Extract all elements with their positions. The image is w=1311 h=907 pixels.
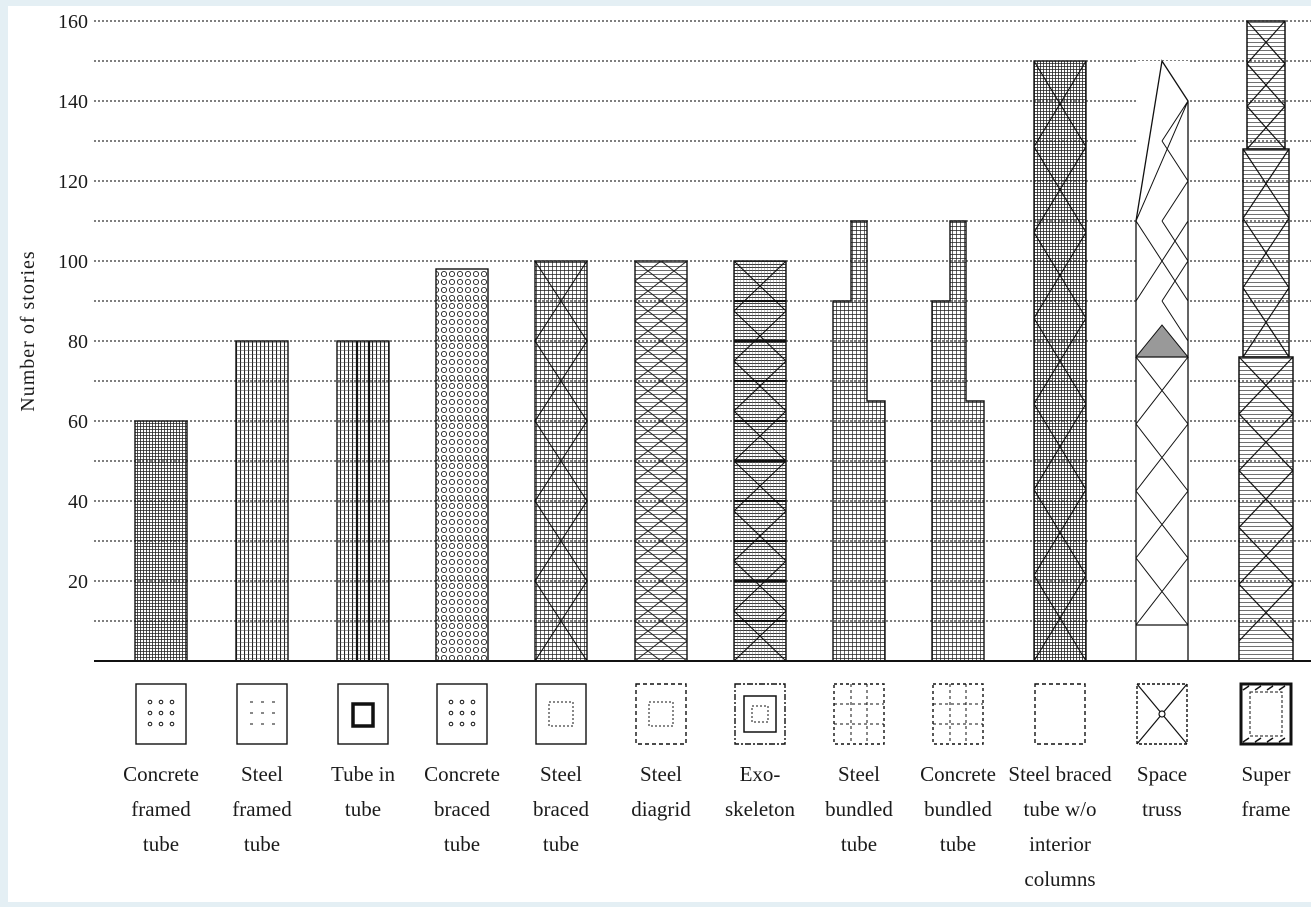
category-label: frame: [1242, 797, 1291, 821]
bar: [534, 260, 588, 662]
super-frame-plan-icon: [1239, 682, 1293, 746]
category-label: columns: [1024, 867, 1095, 891]
category-label: Space: [1137, 762, 1187, 786]
y-tick-label: 60: [68, 411, 88, 433]
category-label: Concrete: [123, 762, 199, 786]
steel-braced-no-columns-plan-icon: [1034, 683, 1086, 745]
concrete-braced-plan-icon: [436, 683, 488, 745]
y-tick-label: 160: [58, 11, 88, 33]
space-truss-plan-icon: [1136, 683, 1188, 745]
category-label: Steel: [640, 762, 682, 786]
category-label: Steel: [540, 762, 582, 786]
category-labels: Concrete framed tube Steel framed tube Tube in…: [123, 762, 1290, 891]
category-label: Steel: [838, 762, 880, 786]
category-label: bundled: [924, 797, 992, 821]
category-label: Steel braced: [1008, 762, 1112, 786]
category-label: Steel: [241, 762, 283, 786]
category-label: interior: [1029, 832, 1091, 856]
category-label: framed: [131, 797, 191, 821]
y-tick-label: 140: [58, 91, 88, 113]
chart-figure: 20 40 60 80 100 120 140 160 Number of stories C…: [8, 6, 1311, 902]
steel-bundled-plan-icon: [833, 683, 885, 745]
steel-braced-plan-icon: [535, 683, 587, 745]
bar: [1033, 60, 1087, 662]
bar: [931, 220, 985, 662]
bar: [832, 220, 886, 662]
concrete-bundled-plan-icon: [932, 683, 984, 745]
y-tick-label: 80: [68, 331, 88, 353]
category-label: Exo-: [740, 762, 781, 786]
category-label: tube: [841, 832, 877, 856]
category-label: truss: [1142, 797, 1182, 821]
category-label: braced: [533, 797, 589, 821]
category-label: Concrete: [920, 762, 996, 786]
bar: [435, 268, 489, 662]
bar: [336, 340, 390, 662]
category-label: tube: [143, 832, 179, 856]
bar: [235, 340, 289, 662]
y-tick-label: 100: [58, 251, 88, 273]
y-tick-label: 40: [68, 491, 88, 513]
exoskeleton-plan-icon: [734, 683, 786, 745]
concrete-framed-plan-icon: [135, 683, 187, 745]
y-axis-label: Number of stories: [17, 250, 39, 411]
category-label: tube: [345, 797, 381, 821]
category-label: bundled: [825, 797, 893, 821]
tube-in-tube-plan-icon: [337, 683, 389, 745]
bar: [1134, 59, 1190, 662]
bar: [134, 420, 188, 662]
category-label: Super: [1242, 762, 1291, 786]
y-tick-label: 120: [58, 171, 88, 193]
bar: [634, 260, 688, 662]
category-label: tube: [444, 832, 480, 856]
category-label: braced: [434, 797, 490, 821]
bars: [134, 20, 1294, 662]
category-label: diagrid: [631, 797, 691, 821]
bar: [733, 260, 787, 662]
chart-svg: 20 40 60 80 100 120 140 160 Number of stories C…: [17, 11, 1311, 891]
bar: [1238, 20, 1294, 662]
category-label: tube: [244, 832, 280, 856]
steel-framed-plan-icon: [236, 683, 288, 745]
steel-diagrid-plan-icon: [635, 683, 687, 745]
category-label: tube w/o: [1024, 797, 1097, 821]
y-tick-label: 20: [68, 571, 88, 593]
floor-plan-icons: [135, 682, 1293, 746]
category-label: Tube in: [331, 762, 395, 786]
y-axis: 20 40 60 80 100 120 140 160: [58, 11, 88, 593]
category-label: tube: [543, 832, 579, 856]
gridlines: [94, 20, 1311, 622]
category-label: tube: [940, 832, 976, 856]
category-label: framed: [232, 797, 292, 821]
category-label: skeleton: [725, 797, 795, 821]
category-label: Concrete: [424, 762, 500, 786]
